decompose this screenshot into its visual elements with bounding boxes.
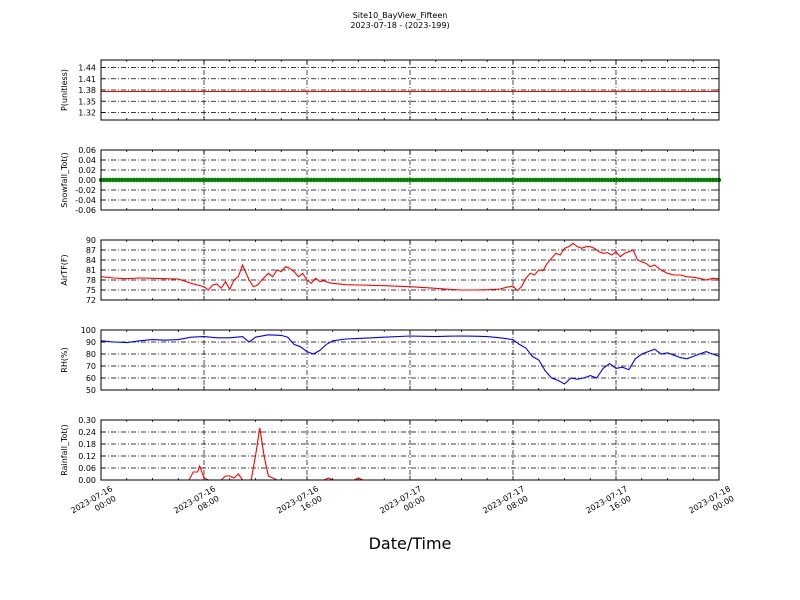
axes-frame [100, 239, 720, 301]
y-tick-label: 50 [86, 386, 96, 395]
series-line-1 [100, 334, 720, 385]
figure-title: Site10_BayView_Fifteen [352, 11, 448, 20]
y-tick-label: 78 [86, 276, 96, 285]
y-tick-label: -0.02 [75, 186, 96, 195]
x-tick-label: 2023-07-1700:00 [378, 484, 428, 524]
y-tick-label: 72 [86, 296, 96, 305]
x-axis-label: Date/Time [368, 534, 452, 553]
x-tick-label: 2023-07-1616:00 [275, 484, 325, 524]
axes-frame [100, 419, 720, 481]
y-tick-label: 0.12 [78, 452, 96, 461]
figure-subtitle: 2023-07-18 - (2023-199) [350, 21, 450, 30]
y-tick-label: 0.00 [78, 176, 96, 185]
panel-5: 0.300.240.180.120.060.00Rainfall_Tot()20… [60, 416, 737, 524]
y-tick-label: -0.06 [75, 206, 96, 215]
panel-4: 100 90 80 70 60 50 RH(%) [60, 326, 720, 395]
y-tick-label: -0.04 [75, 196, 96, 205]
y-tick-label: 1.41 [78, 75, 96, 84]
y-tick-label: 1.44 [78, 64, 96, 73]
y-tick-label: 81 [86, 266, 96, 275]
y-tick-label: 90 [86, 236, 96, 245]
axes-frame [100, 329, 720, 391]
y-tick-label: 0.30 [78, 416, 96, 425]
x-tick-label: 2023-07-1800:00 [687, 484, 737, 524]
axes-frame [100, 149, 720, 211]
y-tick-label: 60 [86, 374, 96, 383]
y-tick-label: 0.06 [78, 464, 96, 473]
y-tick-label: 100 [81, 326, 96, 335]
panel-1: 1.32 1.35 1.38 1.41 1.44 P(unitless) [60, 59, 720, 121]
y-tick-label: 87 [86, 246, 96, 255]
y-axis-label: P(unitless) [60, 69, 69, 111]
y-axis-label: Snowfall_Tot() [60, 152, 69, 208]
y-tick-label: 0.02 [78, 166, 96, 175]
x-tick-label: 2023-07-1708:00 [481, 484, 531, 524]
x-tick-label: 2023-07-1600:00 [69, 484, 119, 524]
y-tick-label: 0.04 [78, 156, 96, 165]
series-line-1 [100, 242, 720, 292]
y-tick-label: 0.00 [78, 476, 96, 485]
x-tick-label: 2023-07-1716:00 [584, 484, 634, 524]
y-tick-label: 0.18 [78, 440, 96, 449]
y-tick-label: 1.32 [78, 109, 96, 118]
y-tick-label: 75 [86, 286, 96, 295]
y-tick-label: 0.24 [78, 428, 96, 437]
y-tick-label: 84 [86, 256, 96, 265]
y-tick-label: 0.06 [78, 146, 96, 155]
y-axis-label: RH(%) [60, 347, 69, 372]
series-line-1 [101, 427, 719, 481]
x-tick-label: 2023-07-1608:00 [172, 484, 222, 524]
y-tick-label: 70 [86, 362, 96, 371]
axes-frame [100, 59, 720, 121]
y-axis-label: Rainfall_Tot() [60, 424, 69, 476]
y-tick-label: 90 [86, 338, 96, 347]
panel-2: 0.060.040.020.00-0.02-0.04-0.06 Snowfall_… [60, 146, 722, 215]
y-tick-label: 80 [86, 350, 96, 359]
y-tick-label: 1.35 [78, 97, 96, 106]
y-tick-label: 1.38 [78, 86, 96, 95]
y-axis-label: AirTF(F) [60, 254, 69, 285]
